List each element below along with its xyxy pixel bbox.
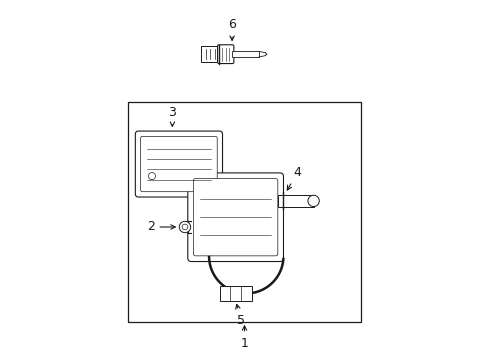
Bar (232, 51, 259, 57)
Text: 1: 1 (240, 326, 248, 350)
FancyBboxPatch shape (201, 46, 220, 62)
FancyBboxPatch shape (193, 179, 277, 256)
Text: 2: 2 (146, 220, 175, 234)
FancyBboxPatch shape (141, 136, 217, 192)
FancyBboxPatch shape (217, 45, 233, 64)
Text: 5: 5 (235, 305, 244, 327)
Circle shape (179, 221, 190, 233)
Circle shape (148, 172, 155, 180)
FancyBboxPatch shape (135, 131, 222, 197)
Circle shape (307, 195, 319, 207)
Text: 6: 6 (228, 18, 236, 40)
Text: 4: 4 (286, 166, 301, 190)
FancyBboxPatch shape (187, 173, 283, 261)
Bar (127, 102, 361, 322)
Bar (278, 195, 313, 207)
Circle shape (182, 224, 187, 230)
Bar (219, 286, 251, 301)
Text: 3: 3 (168, 106, 176, 126)
